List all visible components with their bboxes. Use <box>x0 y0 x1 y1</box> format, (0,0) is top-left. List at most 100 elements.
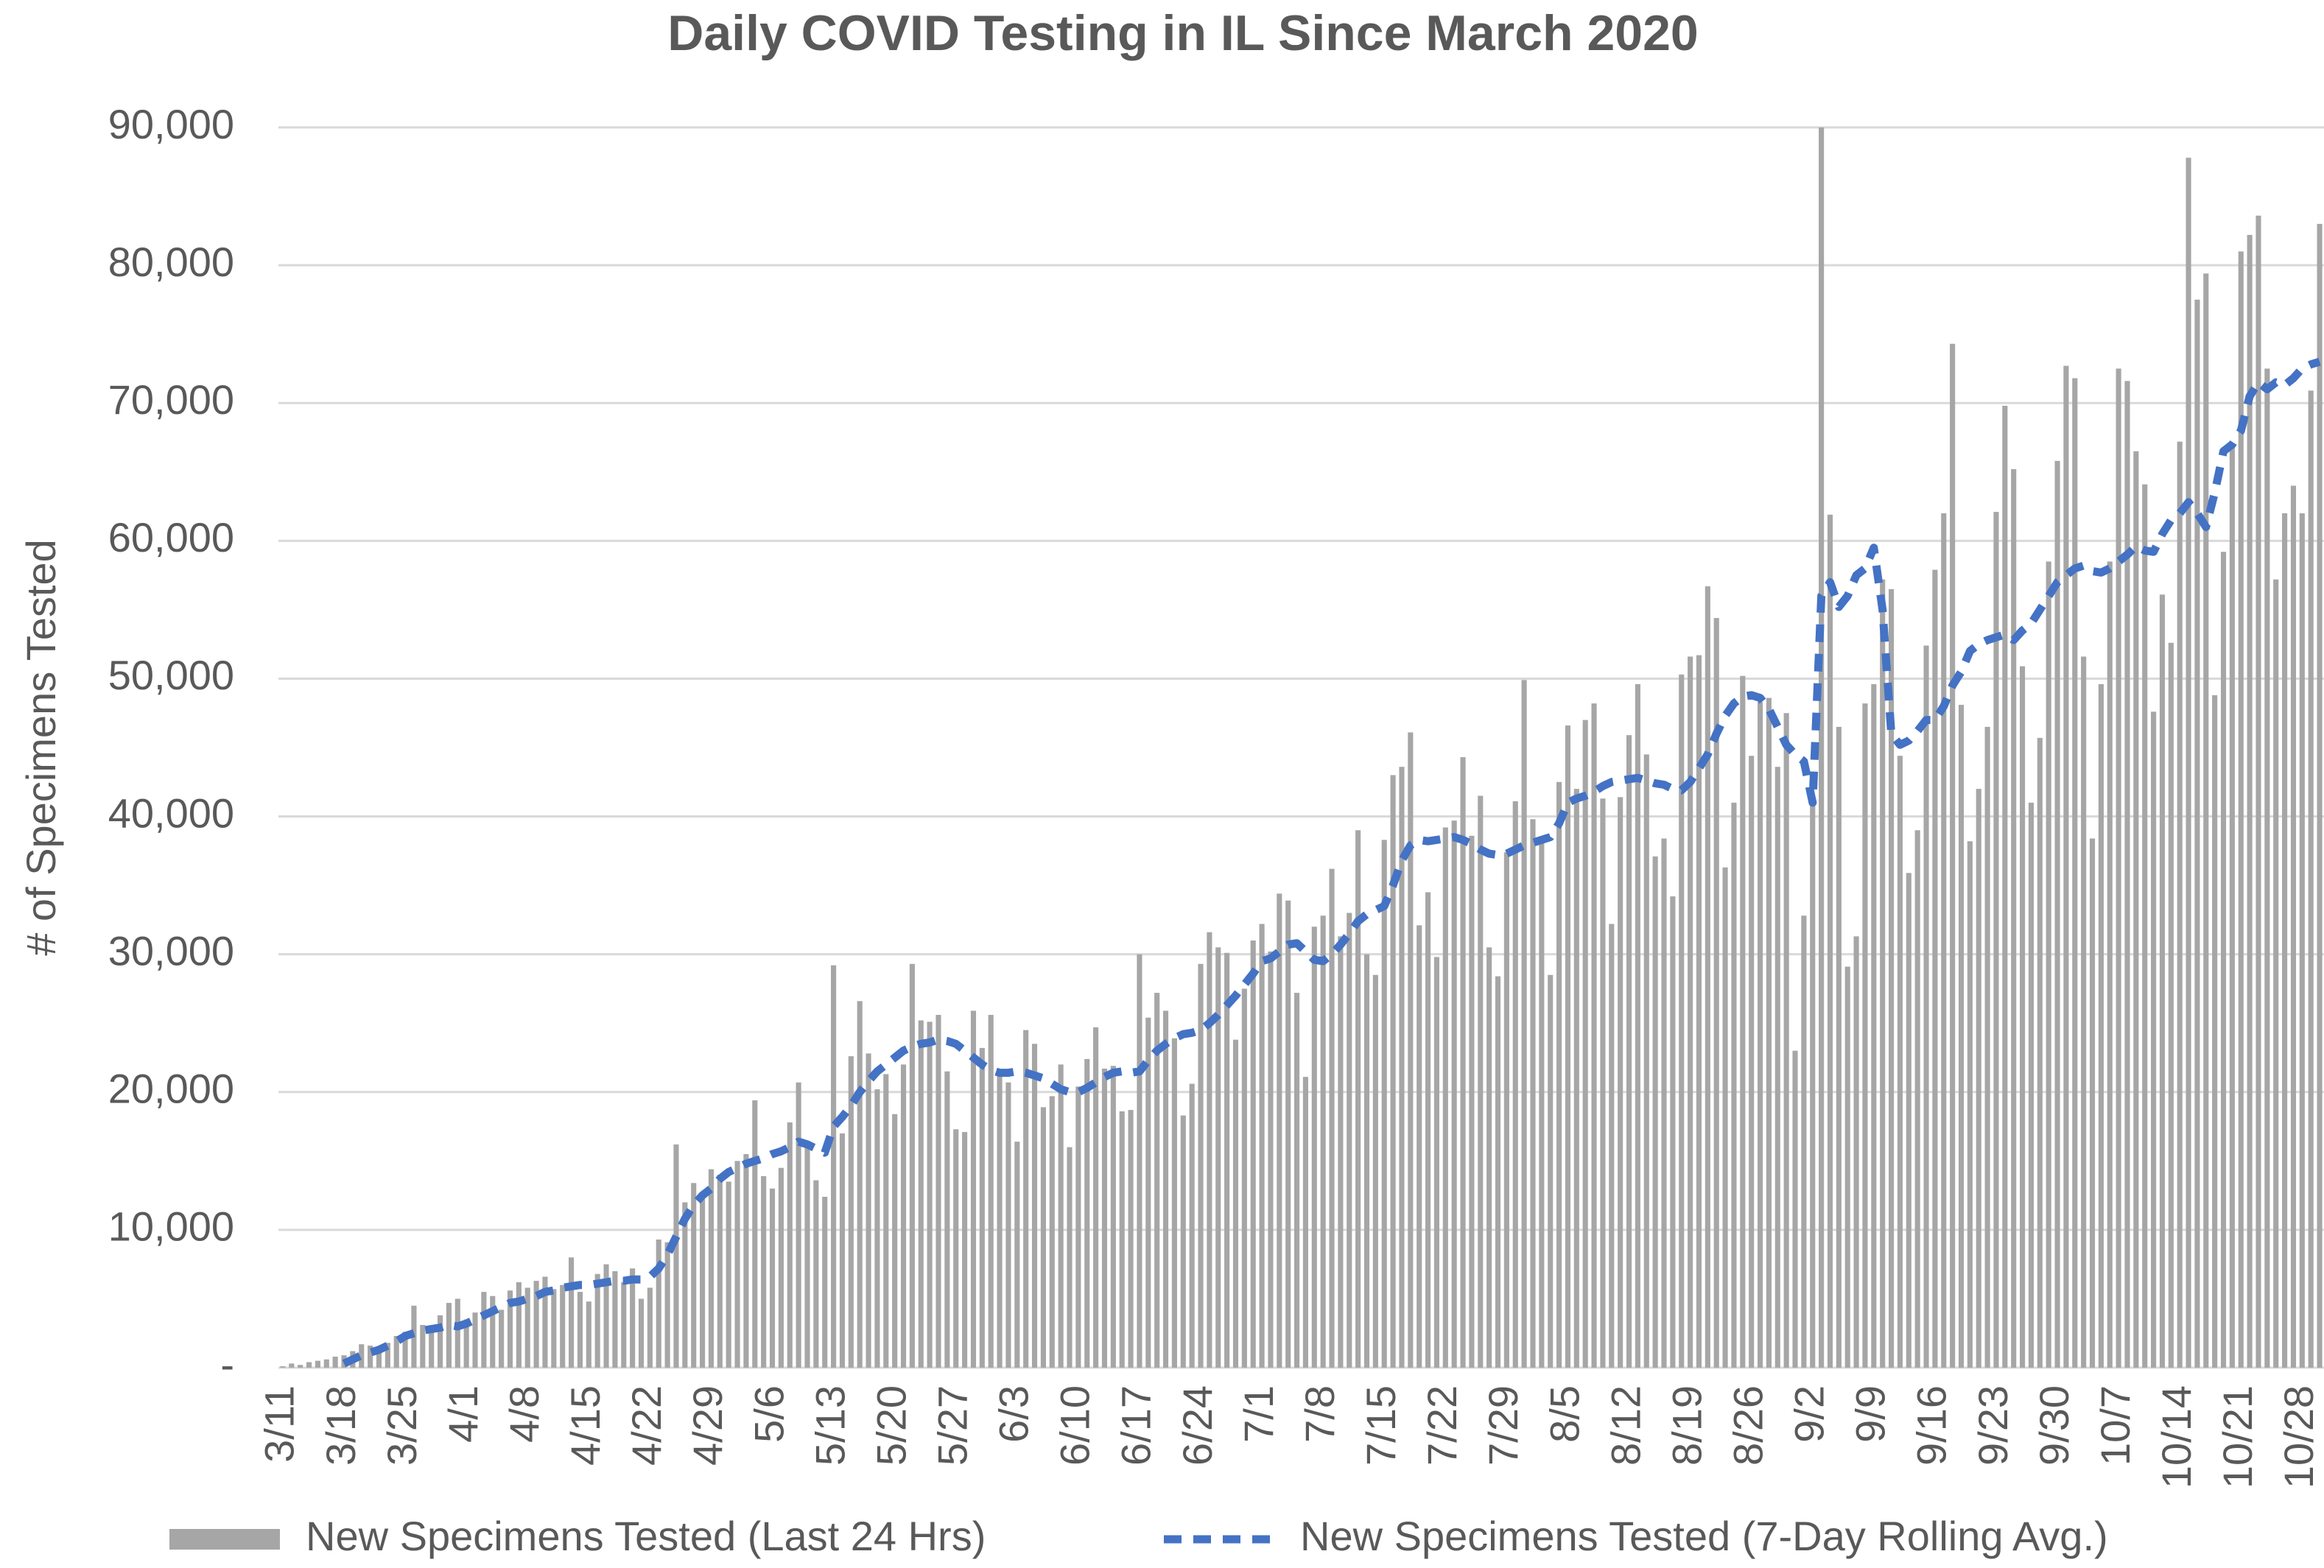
bar <box>402 1332 408 1368</box>
x-tick-label: 7/1 <box>1235 1385 1282 1443</box>
bar <box>385 1343 390 1368</box>
x-tick-label: 8/5 <box>1541 1385 1587 1443</box>
bar <box>1416 925 1422 1368</box>
bar <box>2098 683 2104 1368</box>
bar <box>839 1133 846 1368</box>
bar <box>743 1153 749 1368</box>
legend-label: New Specimens Tested (Last 24 Hrs) <box>306 1513 986 1559</box>
x-tick-label: 9/9 <box>1847 1385 1894 1443</box>
bar <box>2186 158 2191 1368</box>
bar <box>1635 683 1640 1368</box>
bar <box>446 1303 452 1368</box>
bar <box>1722 867 1728 1368</box>
bar <box>463 1319 469 1368</box>
bar <box>1347 913 1352 1368</box>
bar <box>2107 561 2113 1368</box>
bar <box>577 1292 583 1368</box>
x-tick-label: 8/12 <box>1602 1385 1649 1466</box>
bar <box>1075 1086 1081 1368</box>
bar <box>2011 469 2017 1368</box>
x-tick-label: 10/14 <box>2153 1385 2200 1488</box>
bar <box>1618 797 1623 1368</box>
x-tick-label: 5/27 <box>930 1385 976 1466</box>
bar <box>1530 819 1536 1368</box>
x-tick-label: 10/7 <box>2092 1385 2138 1466</box>
bar <box>1381 840 1387 1368</box>
bar <box>2290 485 2297 1368</box>
bar <box>1950 343 1956 1368</box>
bar <box>542 1276 548 1368</box>
x-tick-label: 8/26 <box>1724 1385 1771 1466</box>
bar <box>2020 666 2026 1368</box>
bar <box>1573 789 1579 1368</box>
bar <box>1801 915 1807 1368</box>
y-tick-label: 70,000 <box>108 376 234 423</box>
x-tick-label: 10/21 <box>2214 1385 2261 1488</box>
bar <box>1110 1066 1116 1368</box>
bar <box>1757 702 1763 1368</box>
bar <box>2002 405 2008 1368</box>
bar <box>1749 756 1755 1368</box>
bar <box>944 1071 950 1368</box>
bar <box>1609 924 1615 1368</box>
bar <box>2063 365 2069 1368</box>
bar <box>647 1287 653 1368</box>
bar <box>1810 805 1816 1368</box>
bar <box>883 1074 889 1368</box>
bar <box>332 1357 338 1368</box>
x-tick-label: 9/23 <box>1970 1385 2016 1466</box>
bar <box>2212 695 2218 1368</box>
bar <box>1390 775 1396 1368</box>
bar <box>1285 900 1291 1368</box>
bar <box>892 1114 898 1368</box>
bar <box>1521 680 1527 1368</box>
bar <box>429 1329 435 1368</box>
x-tick-label: 5/13 <box>807 1385 853 1466</box>
bar <box>2151 711 2157 1368</box>
bar <box>490 1295 496 1368</box>
bar <box>2054 460 2060 1368</box>
bar <box>1198 963 1204 1368</box>
bar <box>848 1056 854 1368</box>
bar <box>2308 390 2314 1368</box>
bar <box>900 1064 907 1368</box>
bar <box>1469 835 1475 1368</box>
bar <box>1774 767 1780 1368</box>
bar <box>612 1271 618 1368</box>
bar <box>1792 1050 1798 1368</box>
bar <box>1836 726 1842 1368</box>
bar <box>2124 381 2130 1368</box>
bar <box>1643 754 1649 1368</box>
bar <box>1311 927 1317 1368</box>
bar <box>1565 725 1571 1368</box>
x-tick-label: 7/8 <box>1296 1385 1343 1443</box>
bar <box>1372 974 1378 1368</box>
bar <box>1460 757 1466 1368</box>
bar <box>2220 552 2227 1368</box>
bar <box>1862 703 1868 1368</box>
bar <box>1241 988 1247 1368</box>
bar <box>1705 586 1710 1368</box>
bar <box>664 1242 670 1368</box>
bar <box>1137 954 1142 1368</box>
bar <box>1976 789 1981 1368</box>
x-tick-label: 4/1 <box>440 1385 486 1443</box>
bar <box>2159 594 2166 1368</box>
bar <box>524 1287 530 1368</box>
bar <box>953 1129 959 1368</box>
bar <box>1171 1038 1177 1368</box>
bar <box>2046 561 2051 1368</box>
x-tick-label: 7/22 <box>1419 1385 1465 1466</box>
bar <box>551 1289 557 1368</box>
bar <box>1023 1030 1029 1368</box>
bar <box>1425 892 1431 1368</box>
bar <box>1224 952 1230 1368</box>
bar <box>2089 838 2096 1368</box>
bar <box>673 1144 679 1368</box>
bar <box>1679 674 1685 1368</box>
bar <box>813 1180 819 1368</box>
bar <box>1819 127 1825 1368</box>
bar <box>796 1082 801 1368</box>
x-tick-label: 3/25 <box>379 1385 425 1466</box>
legend-swatch <box>169 1529 280 1550</box>
